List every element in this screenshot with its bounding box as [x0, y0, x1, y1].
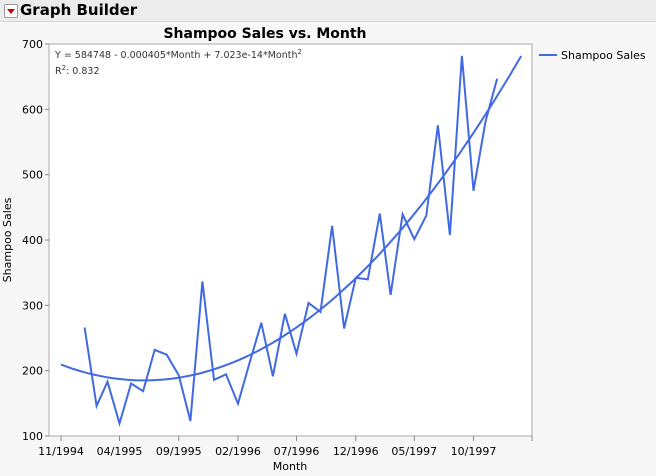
- y-tick-label: 400: [22, 234, 43, 247]
- y-tick-label: 100: [22, 430, 43, 443]
- y-axis-label: Shampoo Sales: [1, 197, 14, 282]
- chart-title: Shampoo Sales vs. Month: [163, 26, 366, 42]
- panel-title: Graph Builder: [20, 1, 138, 19]
- plot-area: [48, 43, 533, 437]
- y-tick-label: 300: [22, 299, 43, 312]
- y-tick-label: 700: [22, 38, 43, 51]
- y-tick-label: 600: [22, 103, 43, 116]
- x-tick-label: 09/1995: [156, 445, 202, 458]
- fit-curve: [60, 55, 523, 382]
- series-line: [83, 55, 499, 427]
- x-tick-label: 04/1995: [97, 445, 143, 458]
- fit-r-squared: R2: 0.832: [55, 64, 100, 77]
- x-tick-label: 02/1996: [215, 445, 261, 458]
- fit-equation: Y = 584748 - 0.000405*Month + 7.023e-14*…: [54, 48, 302, 61]
- x-tick-label: 07/1996: [274, 445, 320, 458]
- y-tick-label: 500: [22, 169, 43, 182]
- x-tick-label: 11/1994: [38, 445, 84, 458]
- disclosure-triangle-icon[interactable]: [4, 4, 18, 18]
- x-tick-label: 10/1997: [451, 445, 497, 458]
- legend-entry[interactable]: Shampoo Sales: [561, 49, 646, 62]
- x-axis-label: Month: [273, 460, 308, 473]
- x-tick-label: 05/1997: [391, 445, 437, 458]
- x-tick-label: 12/1996: [333, 445, 379, 458]
- graph-builder-header: Graph Builder: [0, 0, 656, 22]
- y-tick-label: 200: [22, 365, 43, 378]
